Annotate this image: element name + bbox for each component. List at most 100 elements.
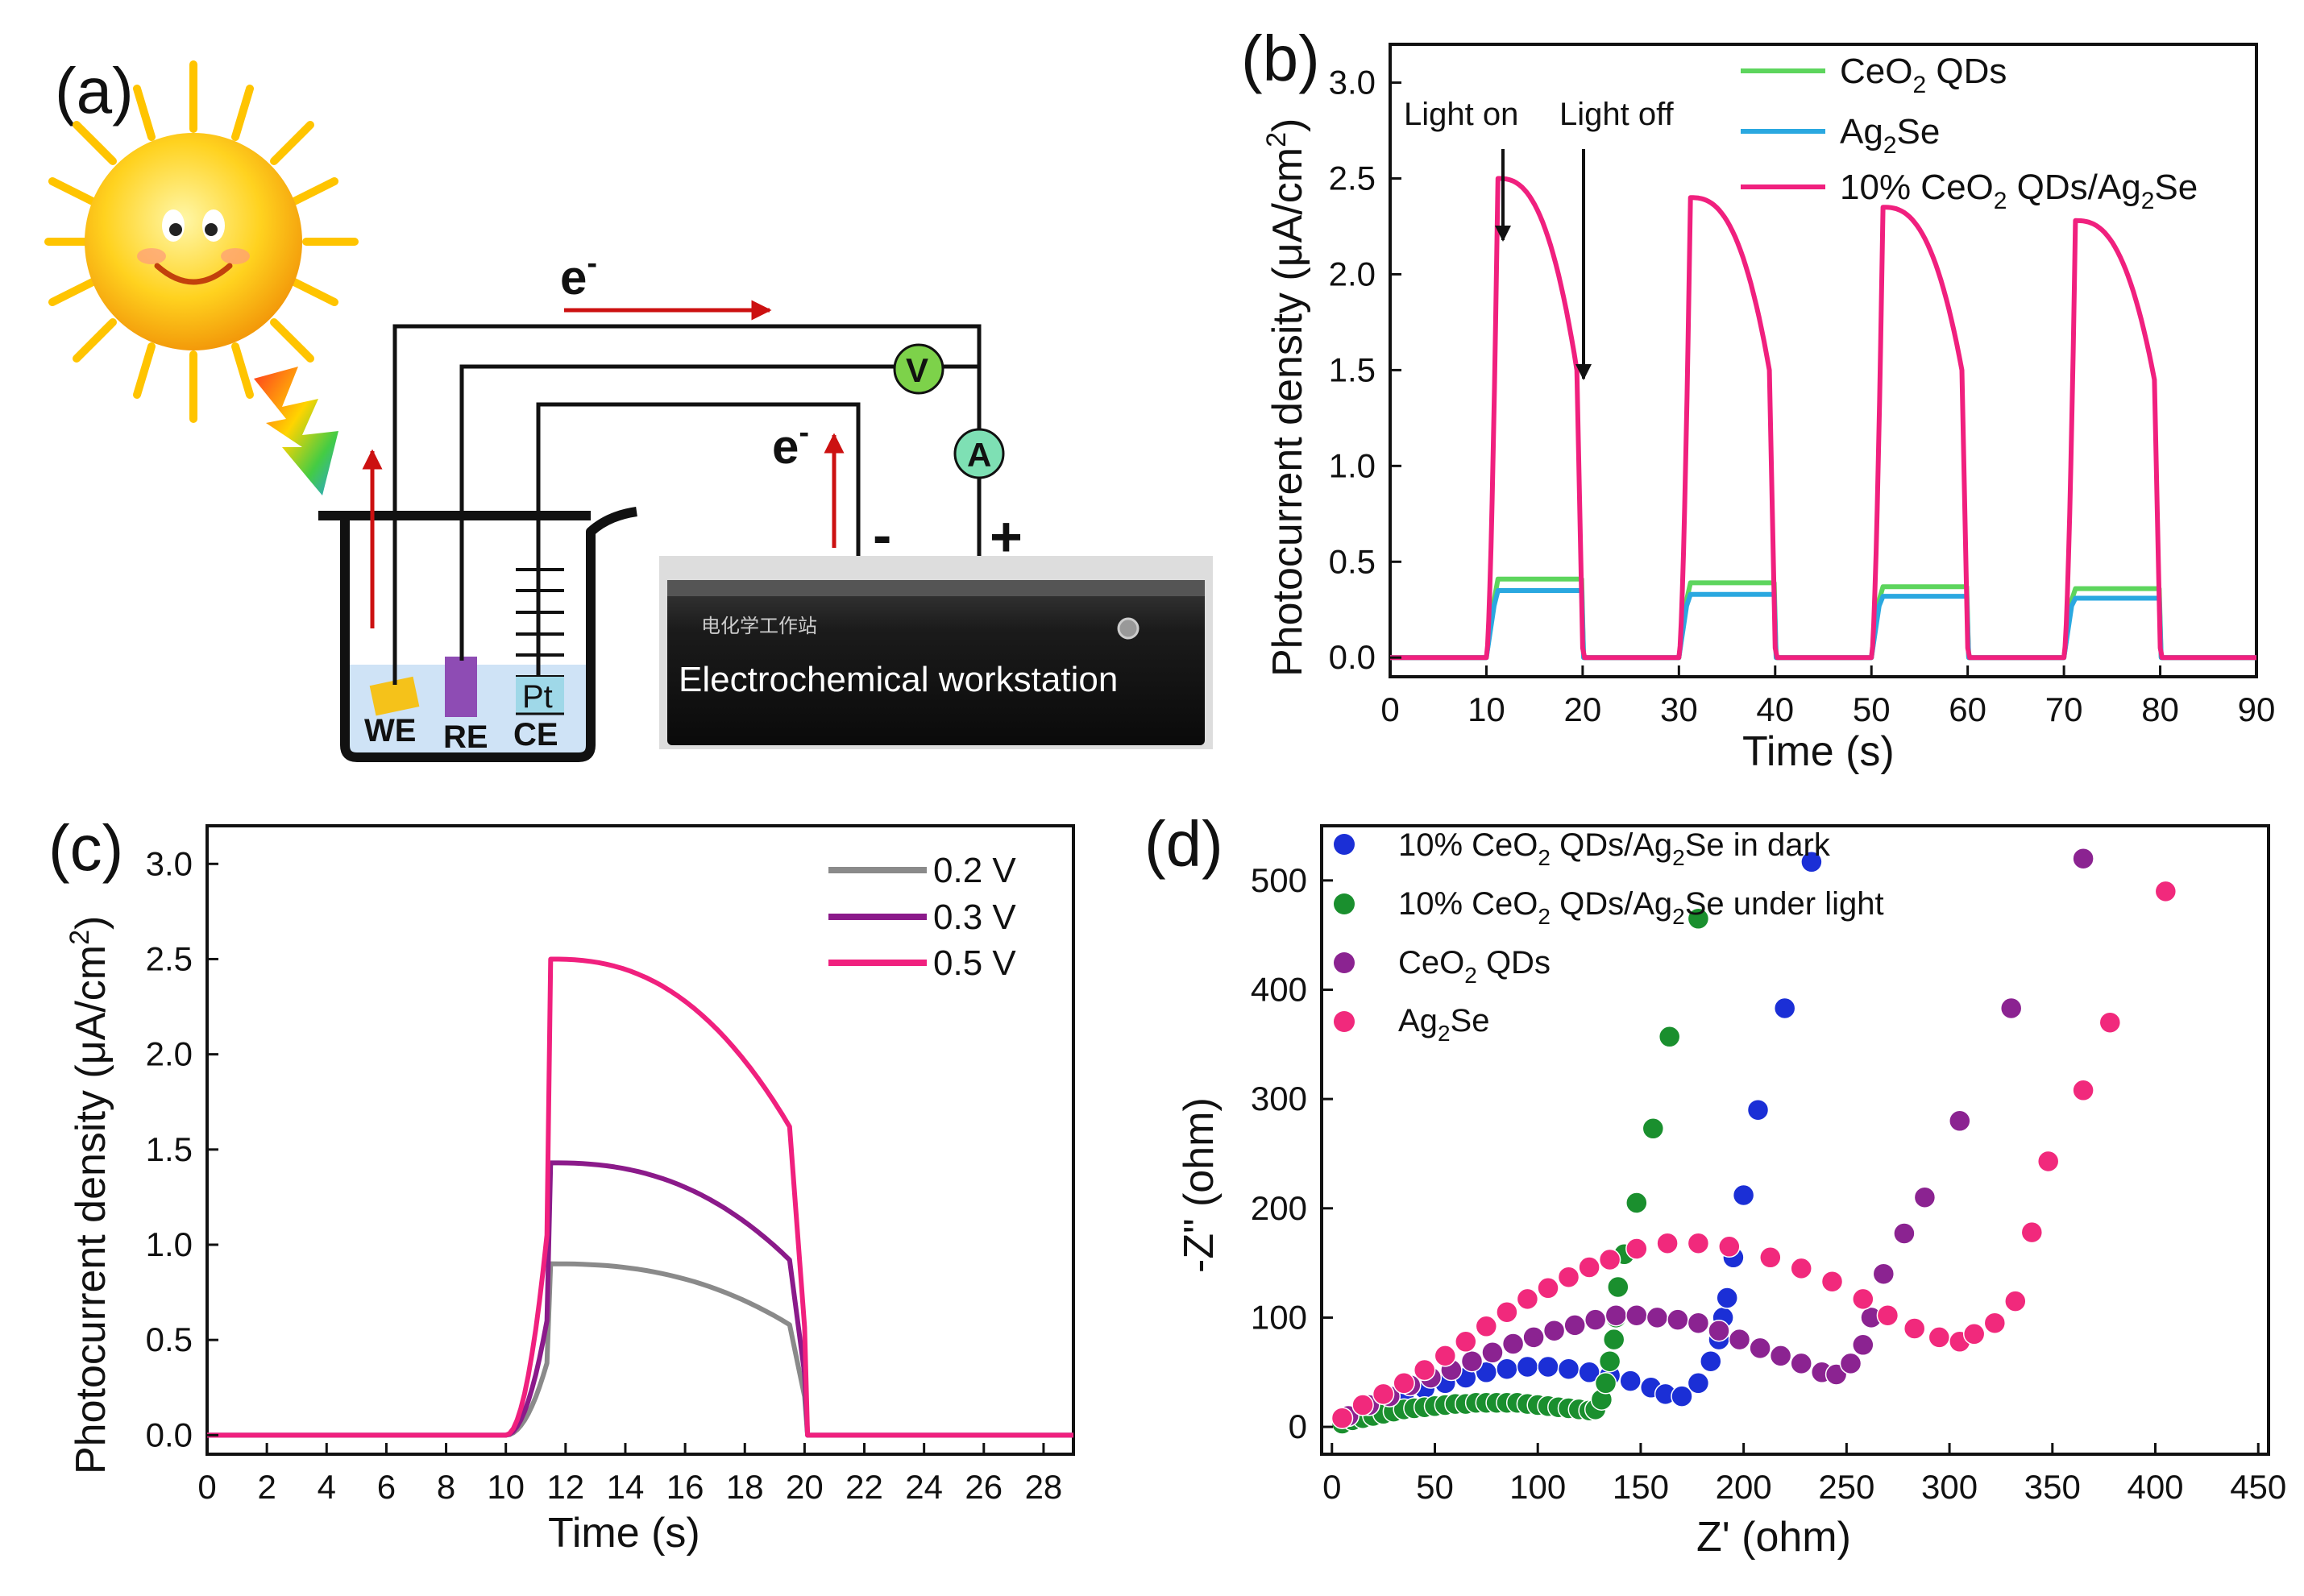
panel-b-xtick-label: 30 — [1660, 690, 1698, 728]
beaker: Pt WE RE CE — [318, 507, 637, 762]
panel-d-point-s0 — [1496, 1358, 1518, 1380]
panel-d-ylabel: -Z" (ohm) — [1176, 1097, 1223, 1273]
panel-d-point-s2 — [1728, 1328, 1751, 1351]
panel-d-point-s2 — [1563, 1314, 1586, 1337]
panel-d-point-s2 — [1522, 1326, 1545, 1349]
panel-d-xtick-label: 0 — [1322, 1468, 1341, 1506]
panel-b-ytick-label: 0.5 — [1329, 542, 1376, 580]
panel-c-ytick-label: 3.0 — [146, 844, 193, 882]
panel-d-ytick-label: 500 — [1251, 861, 1307, 899]
panel-d-ytick-label: 200 — [1251, 1189, 1307, 1227]
voltmeter-icon — [893, 343, 944, 395]
panel-b-xtick-label: 0 — [1380, 690, 1399, 728]
panel-d-point-s2 — [1667, 1308, 1689, 1331]
panel-d-point-s3 — [1434, 1345, 1457, 1367]
panel-d-point-s2 — [1604, 1304, 1628, 1327]
panel-d-xtick-label: 400 — [2127, 1468, 2183, 1506]
panel-d-point-s2 — [1790, 1352, 1812, 1375]
panel-d-point-s2 — [1999, 997, 2023, 1020]
panel-d-point-s2 — [1646, 1306, 1669, 1329]
panel-d-point-s3 — [1455, 1330, 1477, 1353]
panel-b-xtick-label: 90 — [2238, 690, 2276, 728]
panel-c-xtick-label: 28 — [1025, 1468, 1063, 1506]
panel-d-point-s3 — [1687, 1232, 1710, 1254]
panel-d-point-s2 — [1625, 1304, 1648, 1327]
panel-d-xtick-label: 200 — [1716, 1468, 1772, 1506]
panel-d-point-s3 — [1718, 1235, 1741, 1258]
legend-marker-light — [1334, 893, 1355, 914]
legend-label-ag2se: Ag2Se — [1840, 112, 1940, 159]
panel-d-point-s3 — [1759, 1246, 1782, 1269]
panel-d-point-s2 — [1913, 1186, 1937, 1208]
panel-d-point-s1 — [1598, 1349, 1621, 1373]
panel-d-xtick-label: 100 — [1509, 1468, 1566, 1506]
panel-d-point-s3 — [1876, 1304, 1899, 1327]
panel-d-point-s2 — [1839, 1352, 1862, 1375]
legend-label-ceo2-d: CeO2 QDs — [1398, 945, 1551, 988]
panel-d-point-s0 — [1537, 1355, 1559, 1378]
panel-c-chart: (c) 0 2 4 6 8 10 12 14 16 18 20 22 24 26 280.00.51.01.… — [48, 812, 1075, 1557]
panel-d-point-s0 — [1800, 851, 1823, 873]
panel-d-legend: 10% CeO2 QDs/Ag2Se in dark 10% CeO2 QDs/… — [1334, 827, 1884, 1046]
panel-d-point-s3 — [1656, 1232, 1679, 1254]
panel-d-point-s3 — [1331, 1407, 1354, 1429]
panel-d-point-s3 — [2036, 1150, 2060, 1173]
panel-d-point-s3 — [2072, 1079, 2094, 1102]
panel-b-xtick-label: 60 — [1949, 690, 1986, 728]
panel-b-xtick-label: 20 — [1564, 690, 1602, 728]
panel-b-xtick-label: 80 — [2141, 690, 2179, 728]
panel-d-point-s1 — [1625, 1192, 1648, 1214]
panel-d-point-s1 — [1602, 1328, 1625, 1351]
panel-d-point-s3 — [1372, 1383, 1395, 1406]
panel-c-xtick-label: 20 — [786, 1468, 824, 1506]
panel-b-xtick-label: 40 — [1756, 690, 1794, 728]
panel-d-point-s3 — [2004, 1290, 2027, 1312]
panel-d-point-s3 — [1516, 1287, 1539, 1311]
panel-a-schematic: (a) — [44, 55, 1213, 762]
panel-d-point-s3 — [1928, 1326, 1951, 1349]
panel-d-point-s0 — [1773, 997, 1796, 1020]
panel-d-plot-frame — [1320, 824, 2270, 1456]
panel-d-point-s0 — [1746, 1098, 1770, 1121]
voltmeter-label: V — [906, 351, 928, 389]
power-knob-icon — [1117, 617, 1140, 640]
panel-d-point-s2 — [1708, 1319, 1730, 1342]
panel-d-point-s3 — [1852, 1287, 1874, 1311]
panel-c-series-2 — [207, 956, 1073, 1438]
pt-label: Pt — [522, 679, 553, 715]
minus-sign: - — [873, 504, 891, 566]
panel-d-point-s3 — [1962, 1323, 1986, 1345]
workstation-brand: 电化学工作站 — [701, 615, 817, 637]
panel-d-chart: (d) 0 50 100 150 200 250 300 350 400 450 0 100 200 30… — [1144, 808, 2286, 1561]
panel-d-point-s2 — [1749, 1337, 1771, 1360]
panel-d-point-s2 — [1852, 1333, 1874, 1357]
panel-d-point-s1 — [1687, 907, 1710, 931]
panel-c-xtick-label: 18 — [726, 1468, 764, 1506]
panel-d-point-s0 — [1716, 1287, 1738, 1309]
panel-d-point-s2 — [1460, 1349, 1484, 1373]
panel-d-point-s3 — [1496, 1300, 1518, 1324]
we-label: WE — [364, 713, 416, 748]
panel-d-point-s3 — [1903, 1317, 1926, 1340]
panel-d-xtick-label: 300 — [1921, 1468, 1978, 1506]
panel-d-point-s0 — [1516, 1355, 1539, 1378]
panel-d-point-s2 — [1687, 1312, 1710, 1334]
panel-d-point-s3 — [1578, 1256, 1600, 1279]
panel-d-xtick-label: 450 — [2230, 1468, 2286, 1506]
panel-d-point-s1 — [1658, 1026, 1681, 1048]
panel-d-point-s3 — [1351, 1394, 1374, 1416]
electrochemical-workstation: 电化学工作站 Electrochemical workstation — [659, 556, 1213, 749]
legend-label-0-3v: 0.3 V — [933, 897, 1016, 937]
panel-d-point-s2 — [1542, 1319, 1566, 1342]
panel-b-ytick-label: 3.0 — [1329, 64, 1376, 102]
panel-d-point-s3 — [1475, 1315, 1498, 1338]
panel-c-ytick-label: 2.0 — [146, 1035, 193, 1073]
panel-d-xtick-label: 350 — [2024, 1468, 2081, 1506]
panel-b-plot-frame — [1389, 43, 2258, 678]
legend-label-0-5v: 0.5 V — [933, 943, 1016, 983]
panel-d-point-s0 — [1619, 1370, 1642, 1392]
panel-d-point-s0 — [1700, 1349, 1722, 1373]
panel-d-xtick-label: 250 — [1818, 1468, 1874, 1506]
panel-c-xtick-label: 16 — [666, 1468, 704, 1506]
legend-marker-ceo2 — [1334, 952, 1355, 973]
